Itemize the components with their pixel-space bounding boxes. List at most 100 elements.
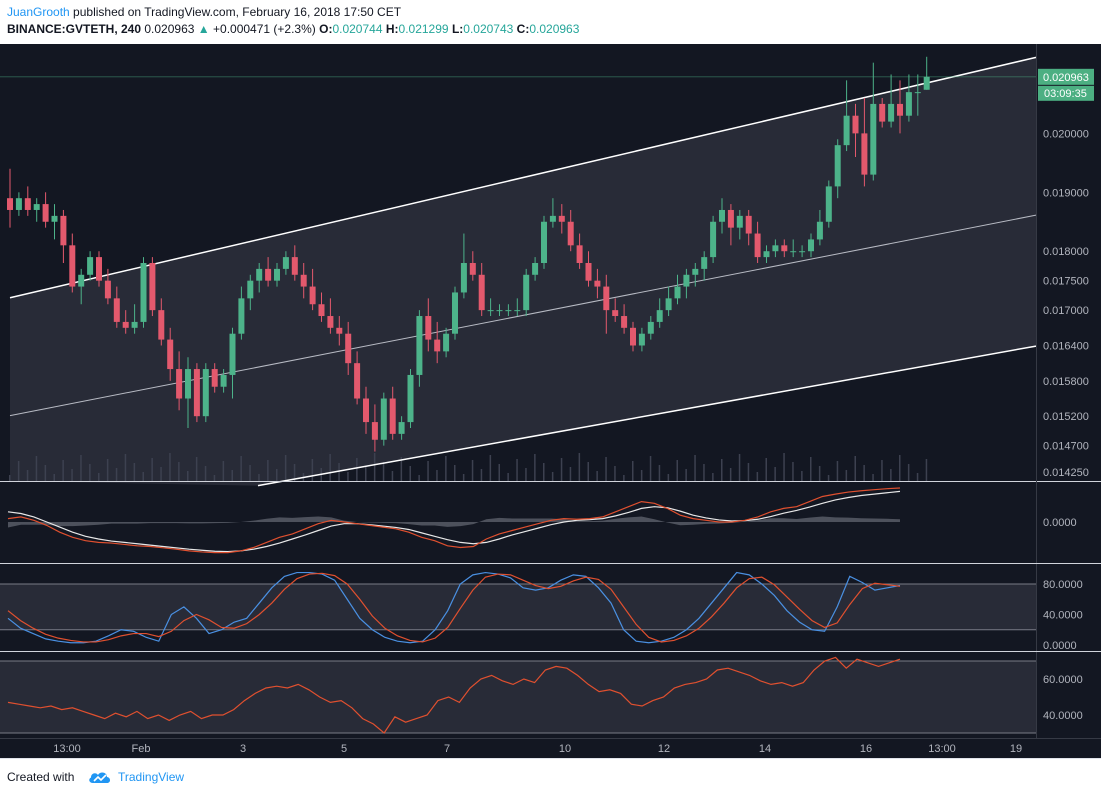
candle-body[interactable] [7, 198, 13, 210]
candle-body[interactable] [78, 274, 85, 287]
candle-body[interactable] [674, 286, 681, 299]
candle-body[interactable] [790, 251, 797, 253]
candle-body[interactable] [763, 251, 770, 258]
candle-body[interactable] [816, 221, 823, 240]
candle-body[interactable] [799, 251, 806, 253]
candle-body[interactable] [656, 310, 663, 322]
stoch-d-line[interactable] [7, 572, 901, 643]
candle-body[interactable] [710, 221, 717, 258]
candle-body[interactable] [567, 221, 574, 246]
candle-body[interactable] [282, 257, 289, 269]
candle-body[interactable] [478, 274, 485, 311]
candle-body[interactable] [647, 321, 654, 334]
candle-body[interactable] [523, 274, 530, 311]
candle-body[interactable] [487, 310, 494, 312]
candle-body[interactable] [638, 333, 645, 346]
candle-body[interactable] [558, 215, 565, 222]
candle-body[interactable] [122, 321, 129, 328]
candle-body[interactable] [781, 245, 788, 252]
candle-body[interactable] [300, 274, 307, 287]
author-link[interactable]: JuanGrooth [7, 5, 70, 19]
symbol-label[interactable]: BINANCE:GVTETH, 240 [7, 22, 142, 36]
candle-body[interactable] [24, 198, 31, 210]
candle-body[interactable] [434, 339, 441, 352]
candle-body[interactable] [469, 263, 476, 275]
tradingview-brand-link[interactable]: TradingView [88, 768, 184, 786]
candle-body[interactable] [265, 268, 272, 281]
candle-body[interactable] [60, 215, 67, 246]
candle-body[interactable] [363, 398, 369, 423]
candle-body[interactable] [879, 103, 886, 122]
price-chart[interactable]: 0.020000 0.019000 0.018000 0.017500 0.017000… [0, 44, 1101, 758]
macd-line[interactable] [7, 487, 901, 554]
candle-body[interactable] [149, 263, 156, 311]
candle-body[interactable] [256, 268, 263, 281]
channel-lower-line[interactable] [257, 345, 1037, 487]
candle-body[interactable] [870, 103, 877, 175]
candle-body[interactable] [318, 304, 325, 317]
candle-body[interactable] [585, 263, 592, 281]
candle-body[interactable] [345, 333, 352, 364]
candle-body[interactable] [549, 215, 556, 222]
candle-body[interactable] [42, 204, 49, 222]
candle-body[interactable] [176, 369, 183, 399]
candle-body[interactable] [202, 369, 209, 417]
candle-body[interactable] [576, 245, 583, 263]
candle-body[interactable] [852, 115, 859, 134]
candle-body[interactable] [452, 292, 458, 334]
candle-body[interactable] [914, 92, 921, 94]
candle-body[interactable] [104, 280, 111, 299]
candle-body[interactable] [897, 103, 903, 116]
candle-body[interactable] [514, 310, 521, 312]
candle-body[interactable] [15, 198, 22, 210]
candle-body[interactable] [505, 310, 512, 312]
candle-body[interactable] [96, 257, 102, 281]
candle-body[interactable] [532, 263, 539, 275]
candle-body[interactable] [211, 369, 218, 387]
candle-body[interactable] [398, 422, 405, 434]
candle-body[interactable] [336, 327, 343, 334]
rsi-pane[interactable]: 60.0000 40.0000 [0, 656, 1083, 734]
stochastic-pane[interactable]: 80.0000 40.0000 0.0000 [0, 571, 1101, 652]
candle-body[interactable] [808, 239, 814, 252]
candle-body[interactable] [736, 215, 743, 228]
candle-body[interactable] [407, 374, 414, 423]
candle-body[interactable] [416, 316, 423, 375]
candle-body[interactable] [603, 286, 610, 311]
candle-body[interactable] [630, 327, 636, 346]
candle-body[interactable] [460, 263, 467, 293]
candle-body[interactable] [683, 274, 690, 287]
candle-body[interactable] [131, 321, 138, 328]
time-axis[interactable]: 13:00 Feb 3 5 7 10 12 14 16 13:00 19 [0, 738, 1101, 756]
candle-body[interactable] [825, 186, 832, 222]
candle-body[interactable] [541, 221, 547, 263]
candle-body[interactable] [193, 369, 200, 417]
candle-body[interactable] [354, 363, 361, 399]
candle-body[interactable] [389, 398, 396, 434]
candle-body[interactable] [612, 310, 619, 317]
channel-upper-line[interactable] [9, 56, 1037, 299]
candle-body[interactable] [772, 245, 779, 252]
candle-body[interactable] [719, 209, 725, 222]
candle-body[interactable] [594, 280, 601, 287]
macd-pane[interactable]: 0.0000 [0, 487, 1101, 564]
candle-body[interactable] [247, 280, 254, 299]
candle-body[interactable] [51, 215, 58, 222]
candle-body[interactable] [309, 286, 316, 305]
candle-body[interactable] [754, 233, 761, 258]
candle-body[interactable] [158, 310, 165, 340]
candle-body[interactable] [861, 133, 868, 175]
stoch-k-line[interactable] [7, 571, 901, 644]
candle-body[interactable] [220, 374, 227, 387]
candle-body[interactable] [140, 263, 147, 322]
candle-body[interactable] [621, 316, 628, 328]
candle-body[interactable] [380, 398, 387, 440]
rsi-line[interactable] [7, 656, 901, 734]
candle-body[interactable] [843, 115, 850, 146]
candle-body[interactable] [727, 209, 734, 228]
candle-body[interactable] [692, 268, 699, 275]
candle-body[interactable] [229, 333, 236, 375]
candle-body[interactable] [745, 215, 752, 234]
candle-body[interactable] [701, 257, 708, 269]
candle-body[interactable] [665, 298, 672, 311]
